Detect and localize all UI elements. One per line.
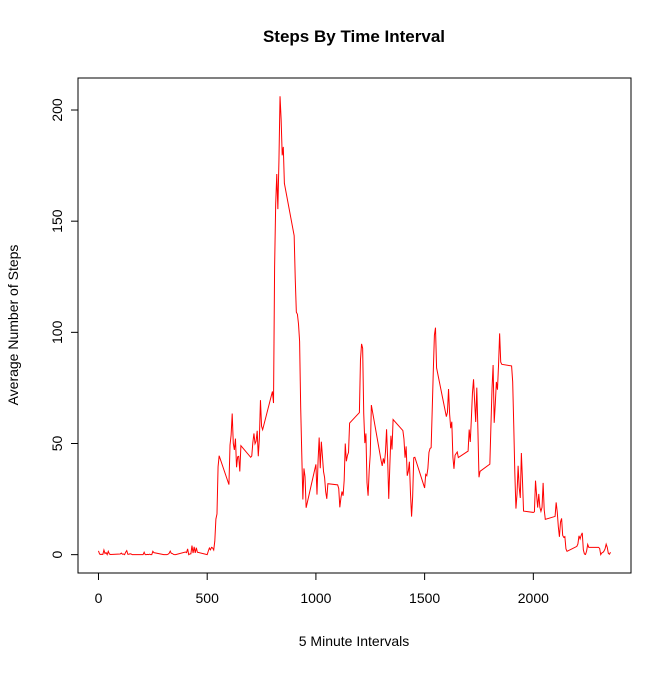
y-tick-label: 0	[49, 551, 65, 559]
x-axis-label: 5 Minute Intervals	[299, 633, 410, 649]
y-tick-label: 100	[49, 320, 65, 344]
x-tick-label: 1000	[300, 590, 331, 606]
x-tick-label: 0	[95, 590, 103, 606]
x-tick-label: 1500	[409, 590, 440, 606]
x-tick-label: 2000	[518, 590, 549, 606]
data-line	[98, 96, 611, 557]
y-tick-label: 50	[49, 436, 65, 452]
x-tick-label: 500	[196, 590, 220, 606]
plot-frame	[77, 77, 632, 574]
y-tick-label: 200	[49, 98, 65, 122]
chart-title: Steps By Time Interval	[263, 27, 445, 46]
y-tick-label: 150	[49, 209, 65, 233]
y-axis-label: Average Number of Steps	[5, 245, 21, 406]
